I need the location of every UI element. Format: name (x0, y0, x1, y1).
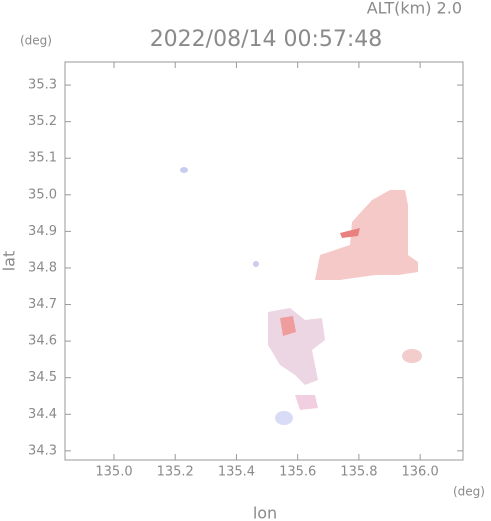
x-tick-label: 136.0 (402, 465, 439, 480)
echo (253, 261, 259, 267)
x-tick-label: 135.6 (279, 465, 316, 480)
y-tick-label: 34.8 (28, 260, 57, 275)
chart-title: 2022/08/14 00:57:48 (150, 27, 383, 52)
y-axis-label: lat (0, 251, 19, 272)
y-tick-label: 34.4 (28, 407, 57, 422)
y-tick-label: 34.3 (28, 443, 57, 458)
y-tick-label: 35.1 (28, 151, 57, 166)
y-tick-label: 35.2 (28, 114, 57, 129)
x-axis-label: lon (253, 504, 277, 521)
echo (268, 308, 325, 385)
echo (180, 167, 188, 173)
echo (280, 316, 296, 336)
x-unit: (deg) (453, 485, 485, 499)
echo (402, 349, 422, 363)
x-tick-label: 135.0 (95, 465, 132, 480)
y-tick-label: 35.0 (28, 187, 57, 202)
x-tick-label: 135.4 (218, 465, 255, 480)
y-tick-label: 34.6 (28, 334, 57, 349)
radar-echoes (180, 167, 422, 425)
echo (275, 411, 293, 425)
y-tick-label: 34.7 (28, 297, 57, 312)
plot-frame (64, 61, 464, 461)
altitude-label: ALT(km) 2.0 (367, 0, 462, 18)
y-tick-label: 34.5 (28, 370, 57, 385)
echo (340, 228, 360, 238)
echo (295, 395, 318, 410)
y-unit: (deg) (20, 34, 52, 48)
y-tick-label: 35.3 (28, 78, 57, 93)
x-tick-label: 135.8 (340, 465, 377, 480)
x-tick-label: 135.2 (157, 465, 194, 480)
y-tick-label: 34.9 (28, 224, 57, 239)
echo (315, 190, 418, 280)
